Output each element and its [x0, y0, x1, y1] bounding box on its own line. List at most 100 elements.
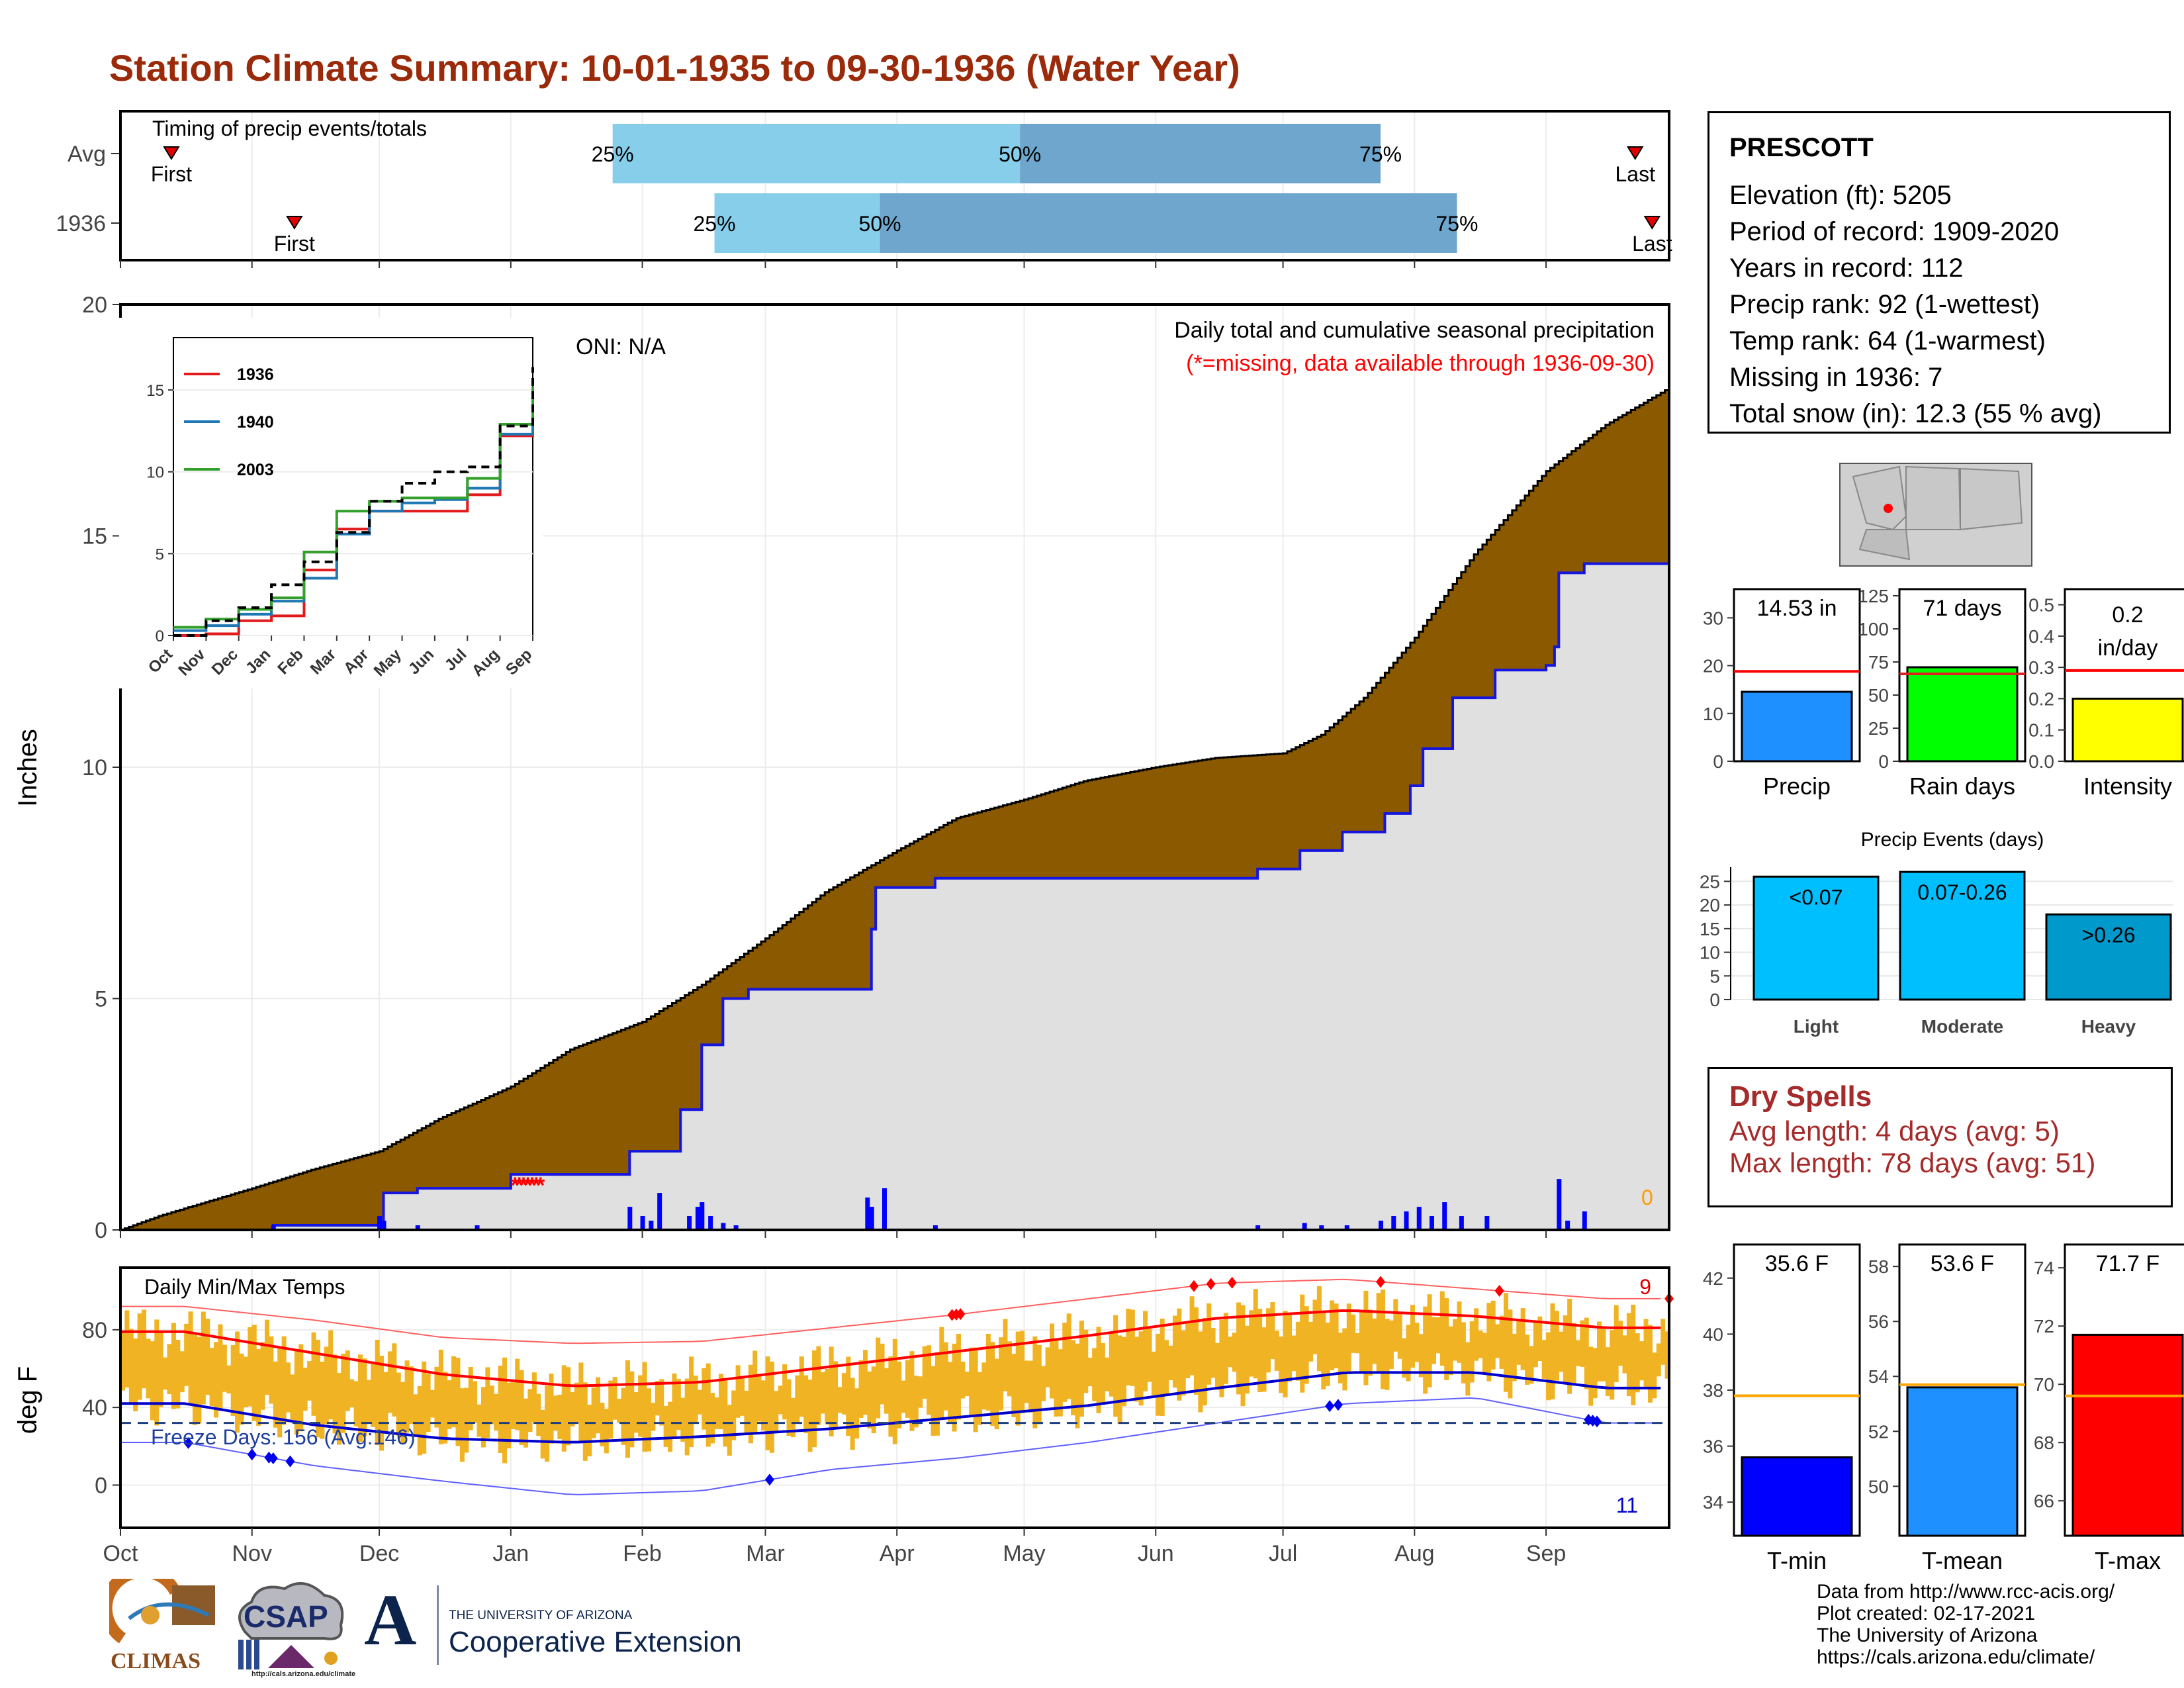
daily-temp-bar	[1359, 1311, 1365, 1374]
tmax-category-label: T-max	[2095, 1547, 2161, 1574]
daily-temp-bar	[672, 1373, 677, 1438]
daily-temp-bar	[498, 1366, 503, 1454]
daily-temp-bar	[1537, 1316, 1543, 1362]
daily-temp-bar	[723, 1380, 728, 1447]
daily-temp-bar	[1427, 1294, 1432, 1387]
daily-temp-bar	[621, 1387, 626, 1445]
credit-line: The University of Arizona	[1817, 1624, 2038, 1646]
daily-temp-bar	[1351, 1314, 1356, 1353]
daily-precip-bar	[1459, 1216, 1464, 1230]
timing-p25-label: 25%	[592, 142, 634, 166]
month-tick-label: Sep	[1526, 1541, 1567, 1566]
inset-legend-label: 1936	[237, 365, 274, 384]
csap-text: CSAP	[244, 1599, 328, 1634]
daily-temp-bar	[596, 1377, 601, 1434]
daily-temp-bar	[591, 1387, 596, 1438]
daily-temp-bar	[1300, 1294, 1305, 1393]
daily-precip-bar	[1319, 1225, 1324, 1230]
daily-temp-bar	[222, 1344, 227, 1392]
daily-temp-bar	[345, 1350, 350, 1411]
daily-temp-bar	[846, 1356, 851, 1436]
station-temp-rank: Temp rank: 64 (1-warmest)	[1729, 326, 2046, 355]
credit-line: Data from http://www.rcc-acis.org/	[1817, 1581, 2115, 1603]
daily-temp-bar	[1138, 1331, 1144, 1406]
daily-temp-bar	[778, 1385, 783, 1415]
daily-temp-bar	[1113, 1315, 1118, 1417]
station-location-marker	[1884, 504, 1893, 513]
daily-temp-bar	[1257, 1309, 1263, 1393]
daily-temp-bar	[1563, 1315, 1568, 1383]
tmax-bar	[2071, 1333, 2184, 1537]
timing-p25-label: 25%	[694, 212, 736, 236]
timing-bar-50-75	[880, 193, 1457, 253]
daily-temp-bar	[956, 1333, 961, 1420]
daily-temp-bar	[1508, 1309, 1513, 1399]
timing-p75-label: 75%	[1359, 142, 1402, 166]
tmin-y-tick-label: 38	[1703, 1380, 1723, 1401]
record-high-marker	[956, 1308, 966, 1321]
tmin-bar	[1741, 1456, 1853, 1537]
daily-temp-bar	[1007, 1341, 1012, 1397]
daily-temp-bar	[248, 1327, 253, 1407]
daily-precip-bar	[933, 1225, 938, 1230]
daily-temp-bar	[922, 1346, 927, 1399]
timing-bar-25-50	[612, 124, 1021, 183]
daily-temp-bar	[1503, 1293, 1508, 1392]
events-bar-label: <0.07	[1790, 885, 1843, 909]
daily-temp-bar	[1223, 1313, 1228, 1384]
daily-temp-bar	[1062, 1323, 1068, 1402]
daily-temp-bar	[434, 1366, 439, 1428]
daily-temp-bar	[617, 1399, 622, 1423]
timing-panel: Avg 25% 50% 75% First Last 1936 25% 50% 75% First L…	[56, 110, 1672, 268]
month-tick-label: Mar	[746, 1541, 785, 1566]
events-title: Precip Events (days)	[1861, 829, 2044, 851]
daily-temp-bar	[981, 1362, 987, 1410]
first-marker	[286, 216, 303, 230]
temps-panel: 0 40 80 deg F Daily Min/Max Temps Freeze Days…	[13, 1266, 1674, 1566]
tmax-value-label: 71.7 F	[2096, 1251, 2160, 1276]
daily-temp-bar	[1656, 1343, 1661, 1377]
daily-temp-bar	[825, 1368, 830, 1425]
daily-temp-bar	[668, 1401, 673, 1452]
daily-temp-bar	[371, 1364, 376, 1427]
total_precip-value-label: 14.53 in	[1757, 596, 1837, 621]
daily-temp-bar	[1363, 1290, 1369, 1385]
year-cumulative-area	[120, 559, 1669, 1230]
daily-temp-bar	[494, 1393, 499, 1431]
daily-precip-bar	[475, 1225, 480, 1230]
daily-temp-bar	[341, 1353, 346, 1433]
daily-temp-bar	[1592, 1348, 1598, 1399]
events-y-tick-label: 10	[1700, 943, 1720, 963]
tmin-y-tick-label: 36	[1703, 1436, 1723, 1457]
daily-temp-bar	[795, 1375, 800, 1423]
daily-temp-bar	[1372, 1318, 1377, 1364]
total_precip-bar	[1741, 690, 1853, 763]
daily-precip-bar	[381, 1221, 387, 1230]
daily-temp-bar	[1435, 1317, 1441, 1354]
page-title: Station Climate Summary: 10-01-1935 to 0…	[109, 47, 1240, 89]
tmax-y-tick-label: 68	[2034, 1432, 2054, 1453]
daily-temp-bar	[1618, 1321, 1623, 1366]
precip-border	[119, 303, 1670, 1231]
tmean-value-label: 53.6 F	[1931, 1251, 1994, 1276]
inset-y-tick-label: 15	[146, 382, 164, 400]
tmean-category-label: T-mean	[1922, 1547, 2003, 1574]
daily-temp-bar	[978, 1372, 983, 1425]
daily-temp-bar	[705, 1363, 711, 1447]
daily-temp-bar	[184, 1323, 189, 1386]
inset-legend-label: 1940	[237, 413, 274, 432]
ua-logo: A	[361, 1579, 427, 1662]
daily-temp-bar	[239, 1353, 244, 1425]
missing-marker: *	[515, 1173, 524, 1198]
daily-temp-bar	[1643, 1319, 1649, 1389]
daily-temp-bar	[1580, 1320, 1585, 1367]
daily-temp-bar	[663, 1405, 668, 1447]
month-tick-label: Dec	[359, 1541, 399, 1566]
timing-title: Timing of precip events/totals	[152, 117, 427, 140]
daily-temp-bar	[1418, 1334, 1424, 1378]
rain_days-y-tick-label: 25	[1868, 718, 1889, 739]
daily-temp-bar	[765, 1356, 770, 1450]
daily-temp-bar	[888, 1356, 893, 1437]
daily-temp-bar	[404, 1360, 410, 1433]
